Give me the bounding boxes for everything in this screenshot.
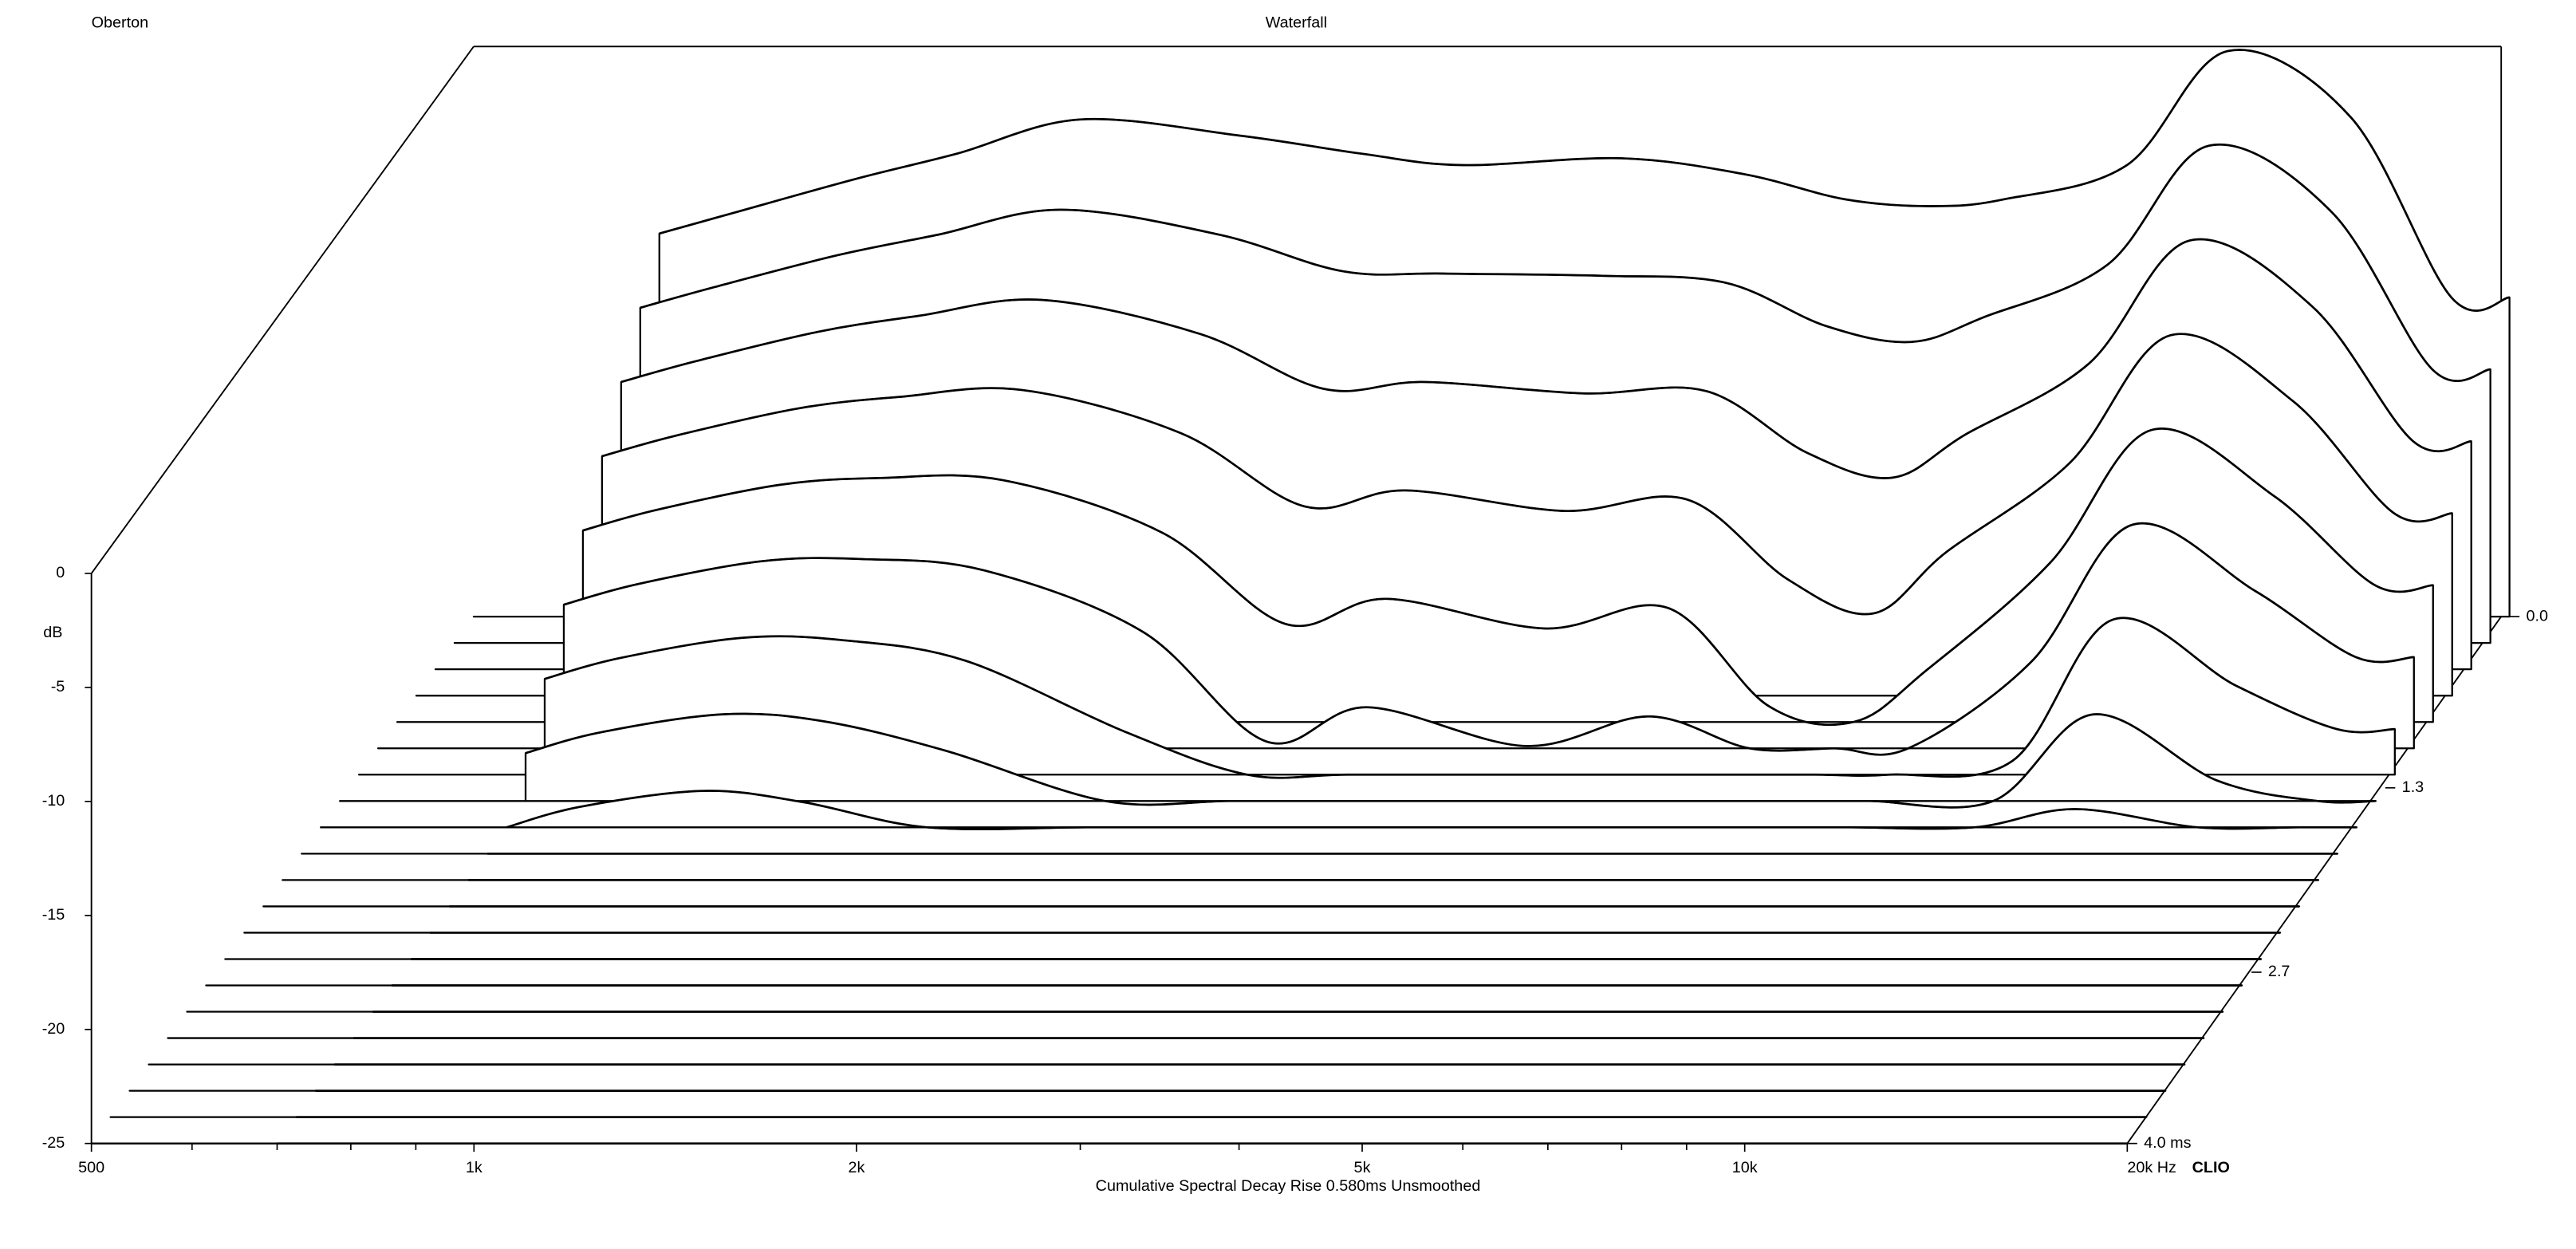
chart-title: Waterfall bbox=[1266, 14, 1327, 31]
slice-line bbox=[620, 238, 2472, 479]
z-tick-label: 2.7 bbox=[2268, 963, 2290, 980]
x-tick-label: 2k bbox=[848, 1159, 865, 1176]
y-tick-label: -25 bbox=[42, 1134, 65, 1152]
y-axis-label: dB bbox=[43, 624, 62, 641]
slices bbox=[90, 49, 2511, 1145]
y-tick-label: -5 bbox=[51, 678, 65, 695]
x-tick-label: 500 bbox=[78, 1159, 104, 1176]
slice-line bbox=[582, 427, 2433, 727]
z-tick-label: 4.0 ms bbox=[2144, 1134, 2191, 1152]
slice-line bbox=[640, 144, 2491, 382]
x-axis-label: Cumulative Spectral Decay Rise 0.580ms U… bbox=[1096, 1177, 1481, 1195]
x-tick-label: 10k bbox=[1732, 1159, 1758, 1176]
frame-line bbox=[90, 45, 475, 574]
y-tick-label: -20 bbox=[42, 1020, 65, 1038]
slice-line bbox=[563, 522, 2414, 756]
z-tick-label: 1.3 bbox=[2402, 778, 2424, 796]
x-tick-label: 20k Hz bbox=[2127, 1159, 2176, 1176]
z-tick-label: 0.0 bbox=[2526, 607, 2548, 624]
y-tick-label: -15 bbox=[42, 906, 65, 924]
slice-line bbox=[525, 712, 2376, 809]
header-left: Oberton bbox=[92, 14, 148, 31]
x-tick-label: 5k bbox=[1354, 1159, 1371, 1176]
y-tick-label: 0 bbox=[56, 564, 65, 581]
footer-right: CLIO bbox=[2192, 1159, 2230, 1176]
slice-line bbox=[601, 333, 2452, 616]
y-tick-label: -10 bbox=[42, 792, 65, 810]
slice-line bbox=[544, 617, 2395, 779]
slice-line bbox=[506, 790, 2357, 831]
x-tick-label: 1k bbox=[466, 1159, 483, 1176]
slice-line bbox=[659, 49, 2510, 312]
